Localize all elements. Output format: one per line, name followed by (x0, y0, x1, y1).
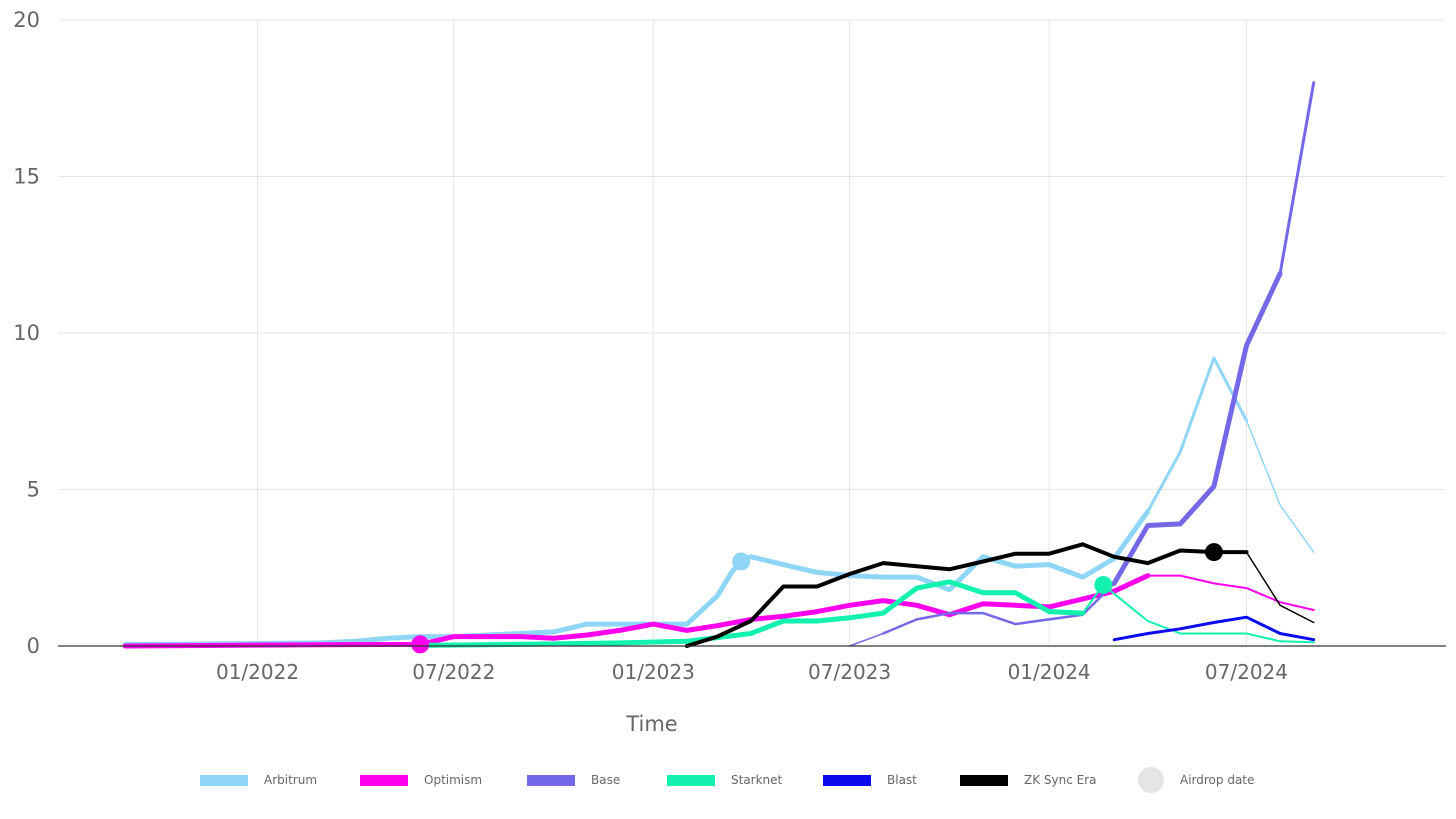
x-tick-label: 01/2023 (612, 660, 695, 684)
series-line-segment (1146, 574, 1315, 611)
legend-swatch (527, 774, 575, 786)
series-line-segment (122, 573, 1151, 649)
legend-label: Optimism (424, 773, 483, 787)
series-line-segment (881, 582, 1116, 635)
airdrop-markers (411, 543, 1223, 654)
y-tick-label: 0 (27, 634, 40, 658)
airdrop-marker (1204, 543, 1223, 562)
series-base (848, 81, 1316, 647)
series-line-segment (1245, 551, 1315, 624)
legend-item[interactable]: Optimism (360, 762, 482, 798)
series-line-segment (1245, 419, 1315, 553)
series-arbitrum (122, 356, 1315, 647)
x-tick-label: 01/2022 (216, 660, 299, 684)
legend-swatch (200, 774, 248, 786)
series-line-segment (1081, 584, 1315, 644)
legend-label: Starknet (731, 773, 783, 787)
legend-swatch (960, 774, 1008, 786)
series-line-segment (684, 542, 1249, 648)
legend-swatch (360, 774, 408, 786)
y-tick-label: 15 (13, 165, 40, 189)
legend-label: Blast (887, 773, 917, 787)
series-line-segment (1278, 81, 1316, 275)
series-line-segment (1146, 356, 1248, 513)
x-tick-label: 07/2023 (808, 660, 891, 684)
legend-label: Arbitrum (264, 773, 318, 787)
axes: 0 5 10 15 20 01/2022 07/2022 01/2023 07/2023 01/2… (13, 8, 1446, 684)
x-tick-label: 01/2024 (1008, 660, 1091, 684)
y-tick-label: 10 (13, 321, 40, 345)
legend-item[interactable]: Starknet (667, 762, 782, 798)
series-optimism (122, 573, 1315, 649)
legend: Arbitrum Optimism Base Starknet Blast ZK Sync… (0, 762, 1456, 798)
x-tick-label: 07/2024 (1205, 660, 1288, 684)
airdrop-marker (411, 635, 430, 654)
series-line-segment (1112, 615, 1316, 642)
legend-item[interactable]: ZK Sync Era (960, 762, 1097, 798)
y-tick-label: 5 (27, 478, 40, 502)
series-line-segment (418, 579, 1086, 648)
series-lines (122, 81, 1316, 649)
series-starknet (418, 579, 1315, 648)
series-line-segment (122, 508, 1151, 647)
legend-label: Airdrop date (1180, 773, 1255, 787)
legend-swatch (823, 774, 871, 786)
x-axis-title: Time (625, 712, 677, 736)
legend-label: ZK Sync Era (1024, 773, 1097, 787)
series-line-segment (848, 632, 884, 647)
series-zk-sync-era (684, 542, 1315, 648)
legend-label: Base (591, 773, 621, 787)
x-tick-label: 07/2022 (412, 660, 495, 684)
y-tick-label: 20 (13, 8, 40, 32)
legend-item[interactable]: Airdrop date (1138, 762, 1254, 798)
airdrop-marker (1094, 575, 1113, 594)
series-blast (1112, 615, 1316, 642)
legend-item[interactable]: Base (527, 762, 620, 798)
legend-item[interactable]: Arbitrum (200, 762, 317, 798)
series-line-segment (1111, 271, 1283, 586)
legend-item[interactable]: Blast (823, 762, 917, 798)
airdrop-marker (732, 552, 751, 571)
legend-dot-icon (1138, 767, 1164, 793)
grid (58, 19, 1446, 646)
legend-swatch (667, 774, 715, 786)
